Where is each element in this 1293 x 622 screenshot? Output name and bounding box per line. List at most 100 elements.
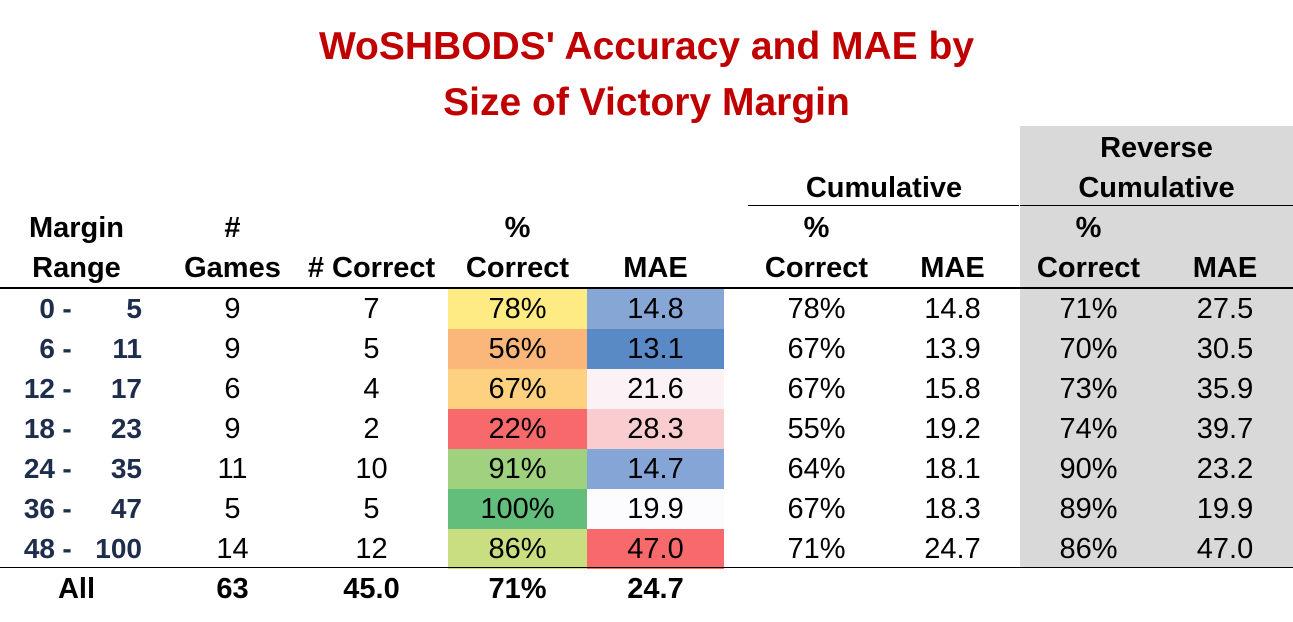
margin-high: 17	[110, 373, 142, 404]
cell-rev-mae: 35.9	[1196, 373, 1254, 405]
margin-low: 48	[23, 533, 55, 564]
cell-mae: 47.0	[587, 529, 724, 569]
margin-low: 6	[39, 333, 55, 364]
cell-games: 9	[224, 333, 241, 365]
col-header-cum-pct-correct-line-1: %	[803, 212, 830, 244]
col-header-margin-range-line-1: Margin	[28, 212, 125, 244]
cell-cum-pct-correct: 71%	[787, 533, 846, 565]
reverse-cumulative-background	[1020, 126, 1293, 567]
margin-dash: -	[62, 333, 72, 364]
cell-mae: 19.9	[587, 489, 724, 529]
margin-dash: -	[62, 453, 72, 484]
cell-mae: 14.8	[587, 289, 724, 329]
cell-cum-pct-correct: 64%	[787, 453, 846, 485]
cell-correct: 7	[363, 293, 380, 325]
margin-dash: -	[62, 493, 72, 524]
cell-pct-correct: 91%	[448, 449, 587, 489]
cell-cum-pct-correct: 67%	[787, 373, 846, 405]
cell-pct-correct: 67%	[448, 369, 587, 409]
cell-mae: 21.6	[587, 369, 724, 409]
cell-mae: 14.7	[587, 449, 724, 489]
margin-dash: -	[62, 373, 72, 404]
cell-correct: 10	[355, 453, 388, 485]
cell-cum-pct-correct: 55%	[787, 413, 846, 445]
chart-title-line-2: Size of Victory Margin	[443, 81, 850, 124]
col-header-games-line-1: #	[224, 212, 241, 244]
cell-cum-pct-correct: 67%	[787, 333, 846, 365]
cell-games: 5	[224, 493, 241, 525]
group-header-cumulative: Cumulative	[805, 172, 963, 204]
cell-rev-mae: 27.5	[1196, 293, 1254, 325]
cell-cum-mae: 13.9	[924, 333, 981, 365]
cell-games: 11	[217, 453, 248, 485]
col-header-pct-correct-line-2: Correct	[465, 252, 570, 284]
total-mae: 24.7	[627, 573, 684, 605]
cell-pct-correct: 100%	[448, 489, 587, 529]
col-header-cum-mae-line-2: MAE	[920, 252, 985, 284]
margin-low: 0	[39, 293, 55, 324]
cell-games: 14	[216, 533, 249, 565]
cell-games: 6	[224, 373, 241, 405]
col-header-pct-correct-line-1: %	[504, 212, 531, 244]
total-label: All	[57, 573, 96, 605]
cell-rev-pct-correct: 90%	[1059, 453, 1118, 485]
cell-rev-mae: 19.9	[1196, 493, 1254, 525]
cell-cum-pct-correct: 78%	[787, 293, 846, 325]
col-header-mae-line-2: MAE	[623, 252, 688, 284]
cell-mae: 28.3	[587, 409, 724, 449]
cell-cum-mae: 18.1	[924, 453, 981, 485]
cell-rev-pct-correct: 86%	[1059, 533, 1118, 565]
cell-pct-correct: 78%	[448, 289, 587, 329]
col-header-games-line-2: Games	[184, 252, 281, 284]
margin-high: 47	[110, 493, 142, 524]
reverse-cumulative-underline	[1020, 205, 1293, 206]
cell-correct: 5	[363, 333, 380, 365]
cell-rev-mae: 30.5	[1196, 333, 1254, 365]
col-header-margin-range-line-2: Range	[32, 252, 121, 284]
cell-cum-mae: 14.8	[924, 293, 981, 325]
cell-rev-pct-correct: 71%	[1059, 293, 1118, 325]
cell-rev-pct-correct: 73%	[1059, 373, 1118, 405]
col-header-rev-mae-line-2: MAE	[1192, 252, 1258, 284]
margin-high: 23	[110, 413, 142, 444]
header-bottom-rule	[0, 287, 1293, 289]
cell-correct: 2	[363, 413, 380, 445]
cell-correct: 12	[355, 533, 388, 565]
cell-cum-mae: 18.3	[924, 493, 981, 525]
cell-pct-correct: 56%	[448, 329, 587, 369]
margin-high: 35	[110, 453, 142, 484]
cell-games: 9	[224, 293, 241, 325]
margin-low: 12	[23, 373, 55, 404]
cell-correct: 4	[363, 373, 380, 405]
cell-pct-correct: 86%	[448, 529, 587, 569]
margin-high: 100	[95, 533, 142, 564]
cell-rev-mae: 47.0	[1196, 533, 1254, 565]
margin-low: 24	[23, 453, 55, 484]
cell-cum-pct-correct: 67%	[787, 493, 846, 525]
cell-rev-mae: 39.7	[1196, 413, 1254, 445]
cell-cum-mae: 15.8	[924, 373, 981, 405]
cell-cum-mae: 24.7	[924, 533, 981, 565]
group-header-reverse-line-2: Cumulative	[1078, 172, 1235, 204]
cumulative-underline	[748, 205, 1019, 206]
cell-rev-pct-correct: 89%	[1059, 493, 1118, 525]
total-correct: 45.0	[343, 573, 400, 605]
total-games: 63	[216, 573, 249, 605]
margin-high: 11	[112, 333, 142, 364]
col-header-rev-pct-correct-line-2: Correct	[1036, 252, 1141, 284]
margin-dash: -	[62, 413, 72, 444]
cell-cum-mae: 19.2	[924, 413, 981, 445]
margin-low: 18	[23, 413, 55, 444]
chart-title-line-1: WoSHBODS' Accuracy and MAE by	[318, 25, 975, 68]
margin-dash: -	[62, 533, 72, 564]
group-header-reverse-line-1: Reverse	[1100, 132, 1213, 164]
cell-mae: 13.1	[587, 329, 724, 369]
totals-top-rule	[0, 567, 1293, 568]
total-pct-correct: 71%	[488, 573, 547, 605]
margin-dash: -	[62, 293, 72, 324]
cell-rev-mae: 23.2	[1196, 453, 1254, 485]
col-header-rev-pct-correct-line-1: %	[1075, 212, 1102, 244]
cell-rev-pct-correct: 74%	[1059, 413, 1118, 445]
col-header-cum-pct-correct-line-2: Correct	[764, 252, 869, 284]
margin-high: 5	[126, 293, 142, 324]
